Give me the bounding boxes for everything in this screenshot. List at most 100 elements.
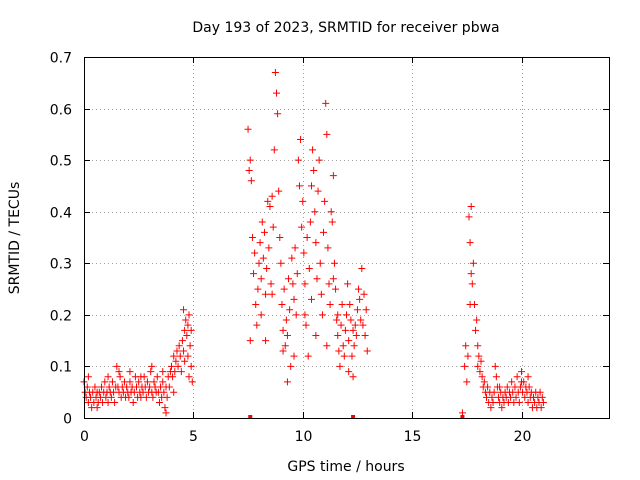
- data-point: [150, 378, 158, 386]
- data-point: [271, 68, 279, 76]
- data-point: [350, 342, 358, 350]
- data-point: [340, 352, 348, 360]
- data-point: [165, 383, 173, 391]
- data-point: [468, 280, 476, 288]
- data-point: [301, 311, 309, 319]
- data-point: [292, 311, 300, 319]
- data-point: [273, 89, 280, 97]
- data-point: [283, 378, 291, 386]
- data-point: [137, 373, 145, 381]
- data-point: [304, 352, 312, 360]
- data-point: [325, 280, 333, 288]
- data-point: [466, 239, 474, 247]
- data-point: [345, 337, 353, 345]
- data-point: [247, 177, 255, 185]
- data-point: [314, 187, 322, 195]
- data-point: [84, 373, 92, 381]
- data-point: [328, 218, 336, 226]
- data-point: [311, 208, 319, 216]
- data-point: [326, 301, 334, 309]
- x-tick-label: 20: [514, 429, 532, 445]
- data-point: [285, 275, 293, 283]
- data-point: [312, 239, 320, 247]
- data-point: [251, 249, 259, 257]
- data-point: [263, 264, 271, 272]
- data-point: [339, 342, 347, 350]
- data-point: [274, 110, 282, 118]
- data-point: [163, 393, 171, 401]
- data-point: [309, 146, 317, 154]
- data-point: [185, 373, 193, 381]
- plot-frame: [84, 57, 610, 419]
- data-point: [277, 259, 285, 267]
- data-point: [101, 378, 109, 386]
- data-point: [346, 301, 354, 309]
- data-point: [335, 347, 343, 355]
- data-point: [279, 326, 287, 334]
- data-point: [170, 388, 178, 396]
- y-tick-label: 0.7: [50, 51, 72, 67]
- data-point: [283, 331, 291, 339]
- data-point: [252, 301, 260, 309]
- data-point: [329, 172, 337, 180]
- data-point: [348, 352, 356, 360]
- data-point: [477, 357, 485, 365]
- data-point: [267, 280, 275, 288]
- data-point: [180, 347, 188, 355]
- data-point: [305, 264, 313, 272]
- data-point: [162, 409, 170, 417]
- data-point: [355, 285, 363, 293]
- data-point: [256, 239, 264, 247]
- data-point: [257, 275, 265, 283]
- data-point: [343, 311, 350, 319]
- data-point: [474, 342, 482, 350]
- data-point: [463, 378, 471, 386]
- data-point: [537, 404, 545, 412]
- data-point: [317, 290, 325, 298]
- data-point: [312, 331, 320, 339]
- data-point: [352, 331, 360, 339]
- data-points: [80, 68, 547, 419]
- data-point: [258, 218, 266, 226]
- data-point: [107, 393, 115, 401]
- data-point: [170, 352, 178, 360]
- data-point: [149, 393, 157, 401]
- data-point: [254, 285, 262, 293]
- data-point: [187, 326, 195, 334]
- data-point: [280, 285, 288, 293]
- data-point: [496, 383, 504, 391]
- data-point: [467, 203, 475, 211]
- data-point: [512, 393, 520, 401]
- data-point: [174, 362, 182, 370]
- data-point: [148, 362, 156, 370]
- data-point: [323, 342, 331, 350]
- data-point: [135, 378, 143, 386]
- data-point: [330, 259, 338, 267]
- data-point: [269, 223, 277, 231]
- data-point: [356, 295, 364, 303]
- data-point: [93, 404, 101, 412]
- data-point: [171, 368, 179, 376]
- data-point: [246, 337, 254, 345]
- data-point: [176, 352, 184, 360]
- data-point: [276, 234, 284, 241]
- data-point: [291, 244, 299, 252]
- data-point: [324, 244, 332, 252]
- data-point: [524, 399, 532, 407]
- data-point: [476, 368, 484, 376]
- data-point: [536, 388, 544, 396]
- data-point: [315, 156, 323, 164]
- data-point: [300, 249, 308, 257]
- y-tick-label: 0.1: [50, 360, 72, 376]
- y-tick-label: 0.5: [50, 154, 72, 170]
- data-point: [98, 383, 105, 391]
- data-point: [515, 399, 523, 407]
- data-point: [313, 275, 321, 283]
- data-point: [290, 352, 298, 360]
- data-point: [186, 342, 194, 350]
- data-point: [286, 306, 294, 314]
- axis-ticks: 0 0.1 0.2 0.3 0.4 0.5 0.6 0.7 0 5 10 15 20: [50, 51, 609, 445]
- data-point: [172, 357, 180, 365]
- data-point: [349, 373, 357, 381]
